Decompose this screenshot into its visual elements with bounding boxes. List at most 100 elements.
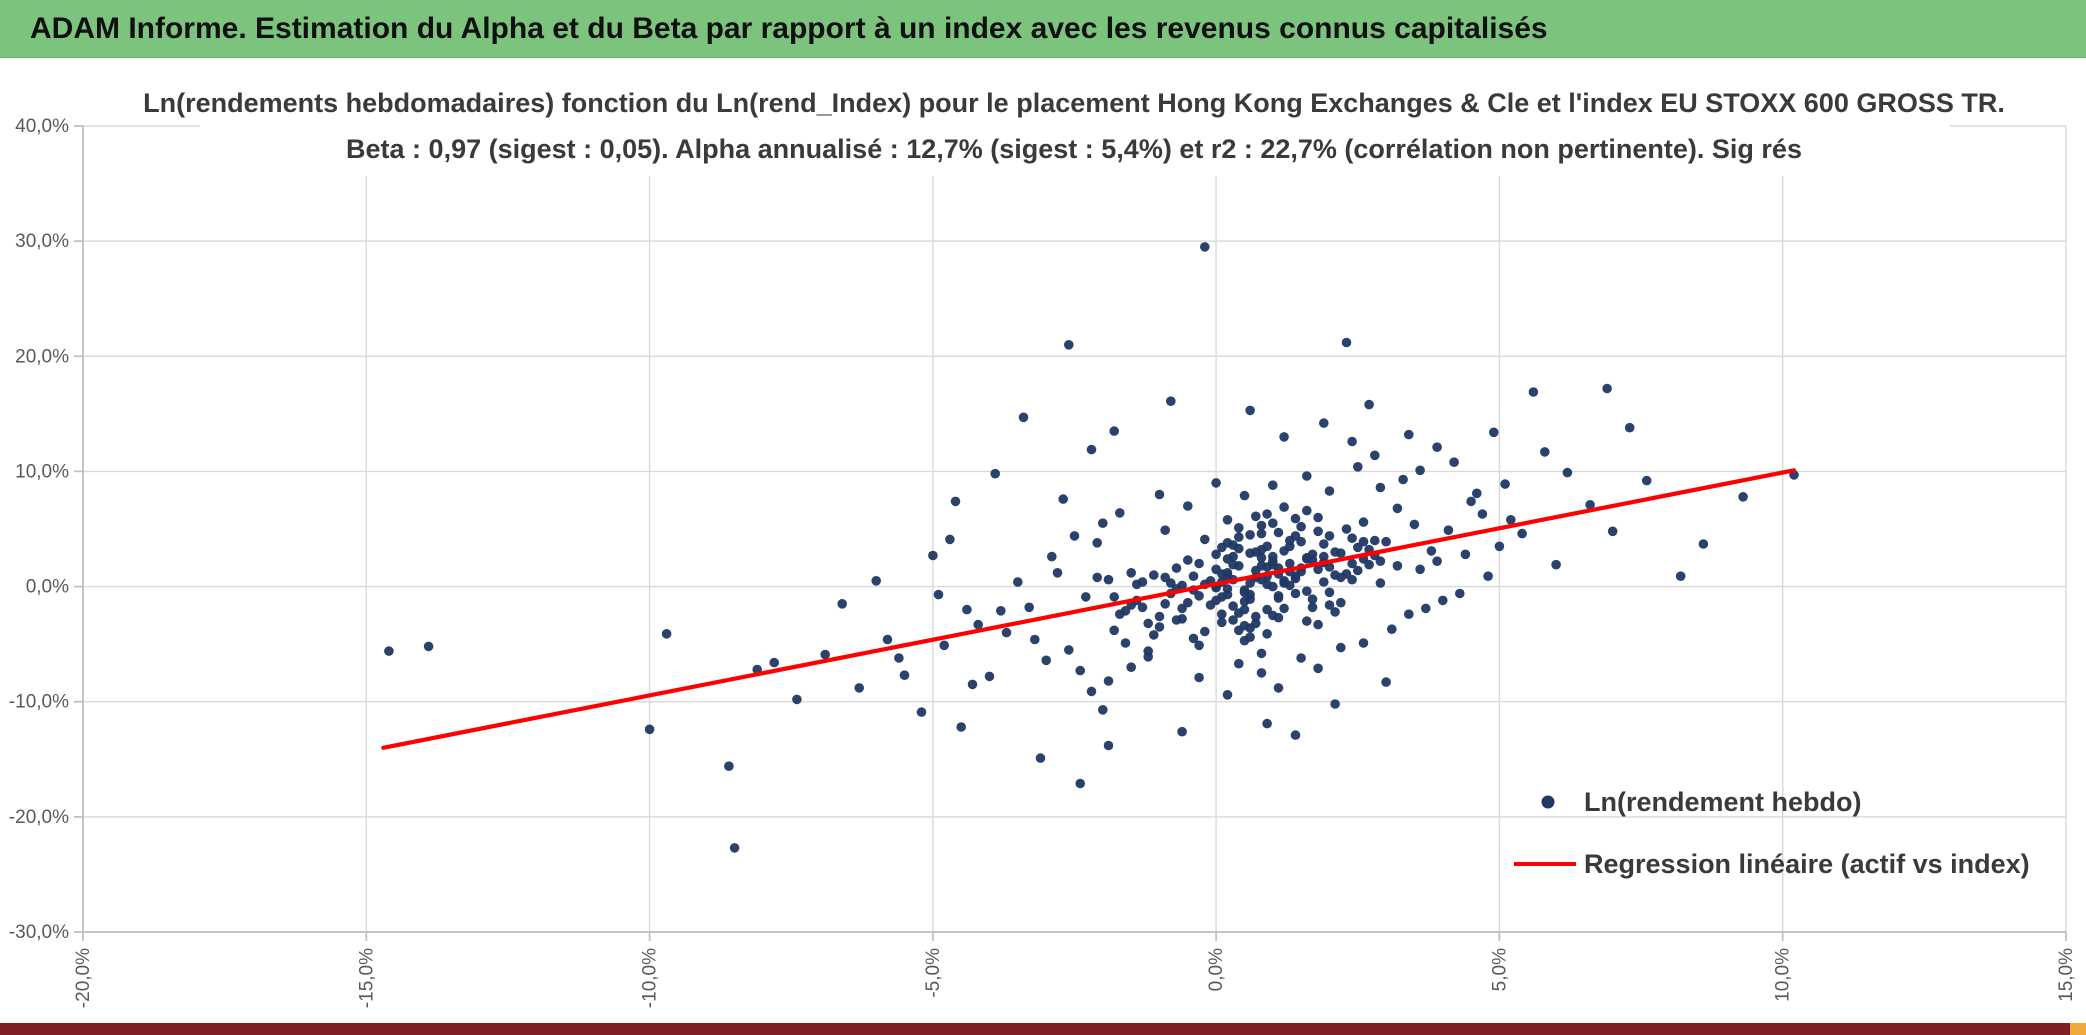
scatter-point xyxy=(1347,436,1357,447)
scatter-point xyxy=(956,722,966,732)
scatter-point xyxy=(1194,640,1204,651)
scatter-point xyxy=(1415,465,1425,476)
scatter-point xyxy=(1217,542,1227,553)
chart-title-line2: Beta : 0,97 (sigest : 0,05). Alpha annua… xyxy=(346,134,1802,164)
scatter-point xyxy=(1064,340,1074,350)
scatter-point xyxy=(894,653,904,663)
scatter-point xyxy=(916,707,927,717)
scatter-point xyxy=(1296,653,1306,663)
scatter-point xyxy=(1443,525,1454,535)
scatter-point xyxy=(1103,740,1114,751)
scatter-point xyxy=(1409,519,1420,530)
scatter-point xyxy=(1302,471,1312,481)
scatter-point xyxy=(1738,492,1748,502)
scatter-point xyxy=(1115,508,1125,518)
scatter-point xyxy=(1024,602,1034,613)
scatter-point xyxy=(1426,546,1437,556)
scatter-point xyxy=(1319,577,1329,587)
scatter-point xyxy=(1330,547,1340,557)
scatter-point xyxy=(769,657,779,668)
scatter-point xyxy=(1081,592,1091,602)
scatter-point xyxy=(1194,558,1204,569)
scatter-point xyxy=(1585,500,1595,510)
scatter-point xyxy=(724,761,734,771)
scatter-point xyxy=(1109,592,1119,602)
legend-dot-icon xyxy=(1541,795,1555,809)
scatter-point xyxy=(871,576,881,586)
scatter-point xyxy=(882,634,893,645)
scatter-point xyxy=(1302,505,1312,516)
scatter-point xyxy=(1392,561,1403,571)
scatter-point xyxy=(1098,705,1108,715)
scatter-point xyxy=(1279,578,1289,588)
scatter-point xyxy=(1302,586,1312,596)
scatter-point xyxy=(1126,568,1136,578)
scatter-point xyxy=(1290,573,1301,584)
scatter-point xyxy=(1353,542,1363,553)
scatter-point xyxy=(1001,627,1012,638)
scatter-point xyxy=(1064,645,1074,655)
scatter-point xyxy=(1256,668,1267,678)
scatter-point xyxy=(1137,577,1148,587)
scatter-point xyxy=(1075,778,1085,789)
scatter-point xyxy=(1256,561,1267,571)
scatter-point xyxy=(1239,490,1250,501)
scatter-point xyxy=(1421,603,1431,614)
scatter-point xyxy=(1137,602,1148,613)
scatter-point xyxy=(1307,602,1318,613)
x-tick-label: 10,0% xyxy=(1773,948,1794,1002)
scatter-point xyxy=(1279,432,1289,442)
y-tick-label: -20,0% xyxy=(9,807,69,828)
scatter-point xyxy=(1290,730,1301,740)
scatter-point xyxy=(1483,571,1493,581)
scatter-point xyxy=(1387,624,1397,634)
scatter-point xyxy=(384,646,394,656)
scatter-point xyxy=(1211,564,1221,575)
scatter-point xyxy=(1313,512,1323,523)
scatter-point xyxy=(1347,533,1357,543)
scatter-point xyxy=(1279,603,1289,614)
scatter-point xyxy=(1109,426,1119,436)
scatter-point xyxy=(967,679,978,690)
scatter-point xyxy=(1324,587,1335,598)
scatter-point xyxy=(1098,518,1108,528)
scatter-point xyxy=(837,599,847,609)
scatter-point xyxy=(1273,683,1284,693)
scatter-point xyxy=(1381,536,1391,547)
scatter-point xyxy=(1404,429,1414,440)
scatter-chart-svg: Ln(rendements hebdomadaires) fonction du… xyxy=(9,70,2077,1008)
scatter-point xyxy=(1115,609,1125,619)
regression-line xyxy=(381,468,1797,750)
scatter-point xyxy=(1381,677,1391,687)
scatter-point xyxy=(1092,572,1102,583)
scatter-point xyxy=(1551,559,1561,570)
scatter-point xyxy=(1177,603,1187,614)
scatter-point xyxy=(962,604,972,615)
scatter-point xyxy=(1319,539,1329,549)
scatter-point xyxy=(1245,594,1255,604)
scatter-point xyxy=(644,724,655,735)
scatter-point xyxy=(1698,539,1709,549)
scatter-point xyxy=(899,670,910,680)
scatter-point xyxy=(1211,478,1221,488)
scatter-point xyxy=(729,843,740,853)
scatter-point xyxy=(1143,618,1153,629)
x-tick-label: 5,0% xyxy=(1489,948,1510,991)
scatter-point xyxy=(1528,387,1539,397)
scatter-point xyxy=(1432,442,1442,453)
scatter-point xyxy=(1472,488,1482,499)
scatter-point xyxy=(1103,574,1114,585)
scatter-point xyxy=(1256,520,1267,531)
scatter-point xyxy=(1058,494,1068,504)
scatter-point xyxy=(1517,528,1527,539)
scatter-point xyxy=(996,606,1006,616)
x-tick-label: -10,0% xyxy=(640,948,661,1008)
scatter-point xyxy=(1262,604,1272,615)
scatter-point xyxy=(1262,718,1272,729)
scatter-point xyxy=(1160,599,1170,609)
scatter-point xyxy=(1285,541,1295,552)
scatter-point xyxy=(854,683,864,693)
scatter-point xyxy=(1154,611,1165,622)
scatter-point xyxy=(1562,467,1573,478)
scatter-point xyxy=(1268,551,1278,562)
